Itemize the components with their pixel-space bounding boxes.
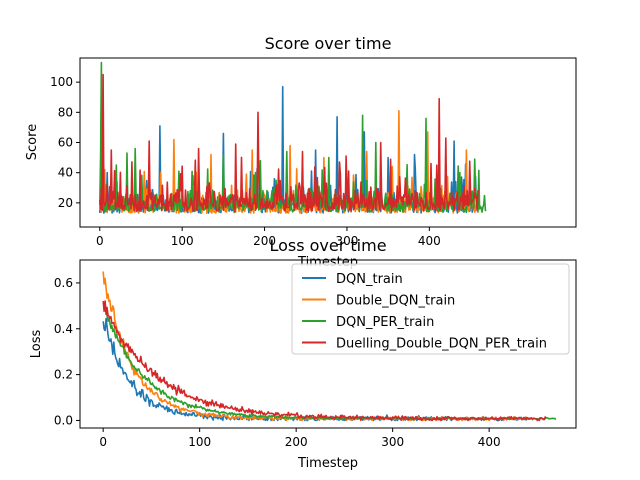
loss-y-tick-label: 0.4 [54, 322, 73, 336]
loss-x-tick-label: 0 [99, 435, 107, 449]
legend-entry: DQN_PER_train [336, 315, 434, 330]
legend-box [291, 263, 570, 355]
legend-entry: Duelling_Double_DQN_PER_train [336, 337, 547, 352]
loss-x-tick-label: 400 [478, 435, 501, 449]
score-x-tick-label: 400 [418, 234, 441, 248]
loss-x-tick-label: 200 [285, 435, 308, 449]
score-ticks: 0 100 200 300 400 20 40 60 80 100 [50, 75, 441, 248]
loss-series-group [102, 271, 557, 422]
loss-y-tick-label: 0.6 [54, 276, 73, 290]
score-y-tick-label: 100 [50, 75, 73, 89]
score-chart: 0 100 200 300 400 20 40 60 80 100 Score over time… [25, 34, 577, 270]
loss-y-axis-label: Loss [29, 330, 44, 359]
legend-entry: DQN_train [336, 272, 403, 287]
loss-series-duelling-double-dqn-per-train [102, 300, 547, 422]
loss-legend: DQN_train Double_DQN_train DQN_PER_train Du… [291, 263, 570, 355]
loss-x-tick-label: 100 [188, 435, 211, 449]
score-x-tick-label: 0 [96, 234, 104, 248]
score-y-tick-label: 60 [58, 136, 73, 150]
score-x-tick-label: 300 [335, 234, 358, 248]
loss-x-tick-label: 300 [381, 435, 404, 449]
score-x-tick-label: 100 [171, 234, 194, 248]
score-series-group [99, 61, 487, 214]
loss-chart-title: Loss over time [269, 236, 386, 255]
loss-ticks: 0 100 200 300 400 0.0 0.2 0.4 0.6 [54, 276, 501, 449]
score-y-axis-label: Score [25, 124, 40, 160]
score-y-tick-label: 80 [58, 105, 73, 119]
score-series-duelling-double-dqn-per-train [99, 73, 479, 212]
loss-y-tick-label: 0.0 [54, 413, 73, 427]
loss-x-axis-label: Timestep [297, 456, 358, 471]
legend-entry: Double_DQN_train [336, 294, 455, 309]
score-y-tick-label: 40 [58, 166, 73, 180]
score-y-tick-label: 20 [58, 196, 73, 210]
score-chart-title: Score over time [265, 34, 392, 53]
loss-axes-frame [79, 259, 577, 429]
loss-y-tick-label: 0.2 [54, 368, 73, 382]
loss-chart: 0 100 200 300 400 0.0 0.2 0.4 0.6 Loss over time… [29, 236, 577, 471]
score-x-tick-label: 200 [253, 234, 276, 248]
